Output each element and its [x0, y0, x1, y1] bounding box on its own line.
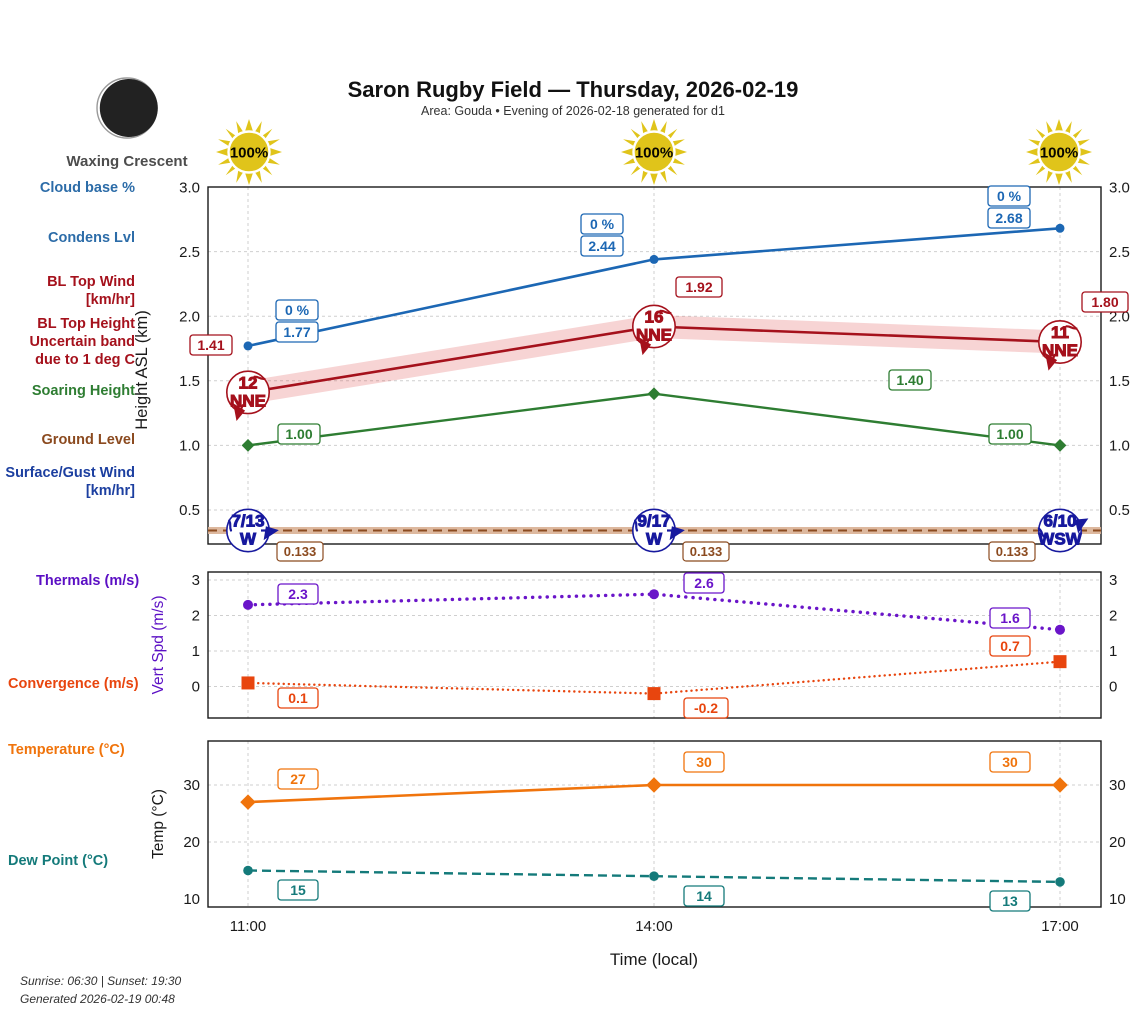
svg-text:3: 3 [192, 572, 200, 589]
svg-text:0.5: 0.5 [1109, 502, 1130, 519]
svg-text:13: 13 [1002, 893, 1018, 909]
svg-text:0 %: 0 % [590, 216, 615, 232]
svg-text:NNE: NNE [230, 392, 266, 411]
svg-text:Dew Point (°C): Dew Point (°C) [8, 853, 108, 869]
svg-text:1.6: 1.6 [1000, 610, 1020, 626]
svg-text:Temp (°C): Temp (°C) [150, 789, 167, 859]
svg-text:30: 30 [1002, 754, 1018, 770]
svg-text:1.0: 1.0 [1109, 438, 1130, 455]
svg-text:Cloud base %: Cloud base % [40, 180, 135, 196]
svg-text:1: 1 [1109, 643, 1117, 660]
svg-text:30: 30 [183, 777, 200, 794]
svg-text:1.5: 1.5 [179, 373, 200, 390]
svg-text:1.40: 1.40 [896, 372, 923, 388]
svg-text:20: 20 [183, 834, 200, 851]
svg-text:10: 10 [1109, 891, 1126, 908]
svg-text:2.44: 2.44 [588, 238, 615, 254]
svg-text:2.0: 2.0 [179, 309, 200, 326]
svg-text:1.5: 1.5 [1109, 373, 1130, 390]
svg-text:Generated 2026-02-19 00:48: Generated 2026-02-19 00:48 [20, 992, 175, 1006]
svg-text:Area: Gouda • Evening of 2026-: Area: Gouda • Evening of 2026-02-18 gene… [421, 104, 725, 118]
svg-text:100%: 100% [635, 145, 673, 162]
svg-text:0: 0 [1109, 679, 1117, 696]
svg-text:Ground Level: Ground Level [42, 432, 135, 448]
svg-text:Temperature (°C): Temperature (°C) [8, 742, 125, 758]
svg-text:2: 2 [192, 608, 200, 625]
svg-text:Soaring Height: Soaring Height [32, 383, 135, 399]
svg-text:0 %: 0 % [997, 188, 1022, 204]
svg-text:1.00: 1.00 [285, 426, 312, 442]
svg-text:2.3: 2.3 [288, 586, 308, 602]
svg-text:100%: 100% [1040, 145, 1078, 162]
svg-text:1.92: 1.92 [685, 279, 712, 295]
svg-text:14:00: 14:00 [635, 918, 673, 935]
svg-text:0.133: 0.133 [996, 544, 1029, 559]
svg-text:17:00: 17:00 [1041, 918, 1079, 935]
svg-text:27: 27 [290, 771, 306, 787]
svg-text:30: 30 [696, 754, 712, 770]
svg-text:Uncertain band: Uncertain band [29, 334, 135, 350]
svg-text:NNE: NNE [636, 326, 672, 345]
svg-text:2.5: 2.5 [179, 244, 200, 261]
svg-text:BL Top Height: BL Top Height [37, 316, 135, 332]
svg-text:2.5: 2.5 [1109, 244, 1130, 261]
svg-text:30: 30 [1109, 777, 1126, 794]
svg-text:W: W [240, 530, 257, 549]
svg-text:20: 20 [1109, 834, 1126, 851]
svg-text:1.80: 1.80 [1091, 294, 1118, 310]
svg-text:1.41: 1.41 [197, 337, 224, 353]
svg-text:[km/hr]: [km/hr] [86, 292, 135, 308]
svg-text:Time (local): Time (local) [610, 950, 698, 969]
svg-text:0: 0 [192, 679, 200, 696]
svg-text:Surface/Gust Wind: Surface/Gust Wind [5, 465, 135, 481]
svg-text:0.133: 0.133 [284, 544, 317, 559]
svg-text:0.7: 0.7 [1000, 638, 1020, 654]
svg-text:16: 16 [645, 308, 664, 327]
svg-text:2.6: 2.6 [694, 575, 714, 591]
svg-text:Convergence (m/s): Convergence (m/s) [8, 676, 139, 692]
svg-text:10: 10 [183, 891, 200, 908]
svg-text:0.133: 0.133 [690, 544, 723, 559]
svg-text:11: 11 [1051, 323, 1069, 342]
svg-text:-0.2: -0.2 [694, 700, 718, 716]
svg-text:15: 15 [290, 882, 306, 898]
svg-text:1.77: 1.77 [283, 324, 310, 340]
svg-text:due to 1 deg C: due to 1 deg C [35, 352, 135, 368]
svg-text:9/17: 9/17 [637, 512, 670, 531]
svg-text:Vert Spd (m/s): Vert Spd (m/s) [150, 595, 167, 694]
svg-text:12: 12 [239, 374, 258, 393]
svg-text:Saron Rugby Field — Thursday,: Saron Rugby Field — Thursday, 2026-02-19 [348, 77, 799, 102]
svg-text:WSW: WSW [1038, 530, 1082, 549]
svg-text:Condens Lvl: Condens Lvl [48, 230, 135, 246]
svg-text:0 %: 0 % [285, 302, 310, 318]
svg-text:100%: 100% [230, 145, 268, 162]
svg-text:Waxing Crescent: Waxing Crescent [66, 153, 187, 170]
svg-text:2: 2 [1109, 608, 1117, 625]
svg-text:NNE: NNE [1042, 341, 1078, 360]
svg-text:11:00: 11:00 [230, 918, 266, 935]
svg-text:3: 3 [1109, 572, 1117, 589]
svg-text:3.0: 3.0 [1109, 180, 1130, 197]
svg-text:1.0: 1.0 [179, 438, 200, 455]
svg-text:Height ASL (km): Height ASL (km) [133, 310, 151, 430]
svg-text:7/13: 7/13 [231, 512, 264, 531]
svg-text:W: W [646, 530, 663, 549]
svg-text:BL Top Wind: BL Top Wind [47, 274, 135, 290]
svg-text:0.5: 0.5 [179, 502, 200, 519]
svg-text:2.68: 2.68 [995, 210, 1022, 226]
svg-text:6/10: 6/10 [1043, 512, 1076, 531]
svg-text:3.0: 3.0 [179, 180, 200, 197]
svg-text:Thermals (m/s): Thermals (m/s) [36, 573, 139, 589]
svg-text:0.1: 0.1 [288, 690, 308, 706]
svg-text:1: 1 [192, 643, 200, 660]
svg-text:14: 14 [696, 888, 712, 904]
svg-text:1.00: 1.00 [996, 426, 1023, 442]
svg-text:Sunrise: 06:30 | Sunset: 19:30: Sunrise: 06:30 | Sunset: 19:30 [20, 974, 182, 988]
svg-text:[km/hr]: [km/hr] [86, 483, 135, 499]
